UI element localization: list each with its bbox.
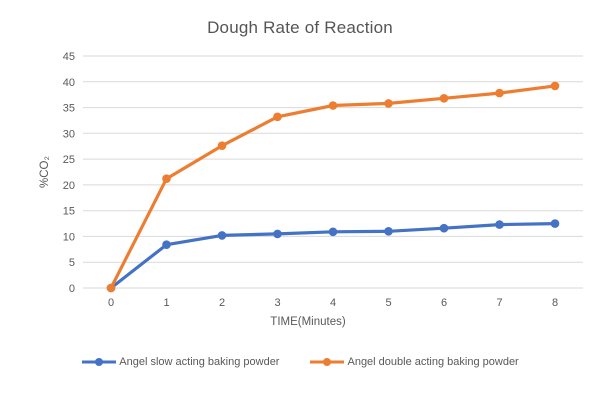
legend-label: Angel double acting baking powder [347, 356, 519, 368]
data-point-marker [328, 227, 338, 237]
y-tick-label: 35 [63, 103, 75, 115]
y-tick-label: 10 [63, 231, 75, 243]
y-tick-label: 30 [63, 128, 75, 140]
x-tick-label: 3 [274, 297, 280, 309]
x-tick-label: 5 [385, 297, 391, 309]
y-tick-label: 45 [63, 51, 75, 63]
data-point-marker [328, 101, 338, 110]
y-tick-label: 25 [63, 154, 75, 166]
legend-marker-line-dot-icon [310, 358, 345, 366]
data-point-marker [273, 112, 282, 122]
data-point-marker [162, 240, 171, 249]
legend-label: Angel slow acting baking powder [119, 356, 280, 368]
x-tick-label: 6 [441, 297, 447, 309]
series-line [109, 84, 557, 290]
y-tick-label: 0 [69, 283, 75, 295]
data-point-marker [495, 88, 504, 98]
data-point-marker [384, 227, 393, 236]
x-axis-label: TIME(Minutes) [270, 316, 346, 328]
data-point-marker [106, 283, 116, 293]
data-point-marker [384, 99, 393, 108]
x-tick-label: 2 [219, 297, 225, 309]
legend-item-double-acting: Angel double acting baking powder [309, 356, 519, 368]
data-point-marker [273, 229, 282, 239]
x-tick-label: 1 [163, 297, 169, 309]
data-point-marker [550, 81, 560, 91]
data-point-marker [217, 141, 227, 150]
data-point-marker [439, 223, 449, 233]
data-point-marker [217, 231, 227, 240]
x-tick-label: 4 [330, 297, 336, 309]
x-tick-label: 8 [552, 297, 558, 309]
legend-marker-line-dot-icon [82, 358, 117, 366]
x-tick-label: 0 [108, 297, 114, 309]
y-tick-label: 20 [63, 180, 75, 192]
data-point-marker [162, 174, 171, 183]
y-tick-label: 15 [63, 206, 75, 218]
legend-item-slow-acting: Angel slow acting baking powder [81, 356, 279, 368]
data-point-marker [495, 220, 504, 229]
y-tick-label: 40 [63, 77, 75, 89]
x-tick-label: 7 [496, 297, 502, 309]
y-tick-label: 5 [69, 257, 75, 269]
legend: Angel slow acting baking powder Angel do… [0, 356, 600, 368]
data-point-marker [550, 219, 560, 228]
chart-title: Dough Rate of Reaction [207, 18, 393, 37]
y-axis-label: %CO₂ [39, 156, 51, 188]
data-point-marker [439, 94, 449, 103]
